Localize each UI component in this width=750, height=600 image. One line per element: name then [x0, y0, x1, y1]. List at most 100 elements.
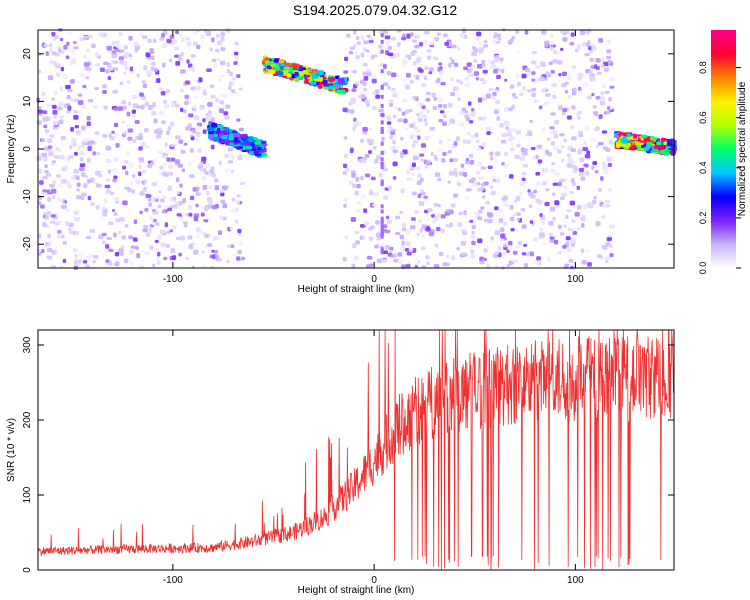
spectrogram-cell [607, 60, 612, 65]
spectrogram-cell [380, 33, 384, 38]
spectrogram-cell [207, 243, 213, 247]
spectrogram-cell [592, 161, 598, 166]
spectrogram-cell [360, 194, 367, 200]
spectrogram-cell [181, 37, 185, 43]
spectrogram-cell [195, 192, 201, 196]
spectrogram-cell [521, 73, 527, 79]
spectrogram-cell [492, 159, 499, 163]
spectrogram-cell [196, 44, 201, 50]
spectrogram-cell [355, 209, 361, 213]
spectrogram-cell [408, 246, 414, 252]
spectrogram-cell [43, 110, 48, 115]
spectrogram-cell [216, 34, 220, 38]
spectrogram-cell [565, 236, 571, 241]
spectrogram-cell [364, 99, 370, 104]
spectrogram-cell [90, 202, 95, 206]
spectrogram-cell [66, 180, 71, 186]
spectrogram-cell [419, 41, 424, 47]
spectrogram-cell [564, 81, 569, 85]
spectrogram-cell [106, 236, 112, 241]
spectrogram-cell [473, 59, 478, 63]
spectrogram-cell [535, 171, 541, 176]
spectrogram-cell [123, 45, 129, 50]
spectrogram-cell [237, 249, 242, 255]
spectrogram-cell [167, 207, 173, 212]
spectrogram-cell [511, 127, 517, 133]
spectrogram-cell [45, 173, 52, 177]
spectrogram-cell [399, 151, 404, 156]
spectrogram-cell [387, 52, 394, 57]
spectrogram-cell [425, 255, 430, 260]
spectrogram-cell [44, 146, 49, 152]
colorbar: 0.00.20.40.60.8 Normalized spectral ampl… [698, 30, 748, 274]
spectrogram-cell [450, 255, 456, 261]
spectrogram-cell [145, 52, 151, 58]
spectrogram-cell [399, 154, 404, 159]
spectrogram-cell [586, 95, 593, 100]
spectrogram-cell [179, 107, 184, 113]
spectrogram-cell [571, 105, 576, 110]
spectrogram-cell [516, 217, 521, 222]
spectrogram-cell [535, 64, 540, 69]
spectrogram-cell [67, 156, 71, 162]
spectrogram-cell [447, 138, 451, 143]
spectrogram-cell [597, 254, 602, 259]
spectrogram-cell [144, 145, 150, 149]
spectrogram-cell [123, 131, 127, 136]
spectrogram-cell [557, 149, 562, 154]
spectrogram-cell [511, 92, 516, 97]
y-tick-label: 20 [22, 48, 33, 60]
spectrogram-cell [180, 88, 184, 93]
spectrogram-cell [322, 79, 328, 85]
spectrogram-cell [537, 159, 543, 164]
spectrogram-cell [531, 155, 536, 160]
spectrogram-cell [381, 259, 388, 263]
spectrogram-cell [360, 94, 366, 99]
spectrogram-cell [417, 173, 422, 178]
spectrogram-cell [391, 128, 396, 132]
spectrogram-cell [224, 115, 230, 120]
spectrogram-cell [416, 166, 421, 171]
colorbar-tick-label: 0.6 [698, 111, 708, 124]
spectrogram-cell [79, 167, 85, 172]
spectrogram-cell [402, 224, 407, 229]
spectrogram-cell [553, 130, 558, 136]
snr-x-label: Height of straight line (km) [298, 585, 415, 596]
spectrogram-cell [94, 52, 100, 58]
spectrogram-cell [160, 198, 165, 203]
spectrogram-cell [64, 165, 68, 171]
spectrogram-cell [236, 74, 241, 78]
spectrogram-cell [132, 139, 137, 144]
spectrogram-cell [71, 138, 77, 143]
spectrogram-cell [607, 39, 611, 44]
spectrogram-cell [598, 187, 602, 193]
spectrogram-cell [447, 180, 451, 184]
spectrogram-cell [230, 208, 237, 213]
spectrogram-cell [190, 54, 196, 58]
spectrogram-cell [376, 154, 382, 160]
spectrogram-cell [82, 35, 88, 40]
spectrogram-cell [577, 130, 584, 135]
spectrogram-cell [210, 94, 216, 99]
spectrogram-cell [489, 151, 494, 156]
spectrogram-cell [233, 61, 238, 65]
spectrogram-cell [531, 92, 536, 98]
spectrogram-cell [431, 219, 437, 224]
spectrogram-cell [86, 115, 91, 121]
spectrogram-cell [435, 79, 440, 84]
spectrogram-cell [323, 85, 330, 90]
spectrogram-cell [235, 199, 240, 205]
spectrogram-cell [45, 224, 50, 228]
spectrogram-cell [506, 132, 513, 137]
spectrogram-cell [456, 136, 461, 141]
spectrogram-cell [66, 41, 70, 46]
spectrogram-cell [380, 128, 384, 133]
spectrogram-cell [157, 235, 162, 240]
spectrogram-cell [53, 90, 58, 96]
spectrogram-cell [397, 259, 403, 265]
spectrogram-cell [117, 106, 123, 111]
spectrogram-cell [62, 241, 67, 245]
spectrogram-cell [380, 209, 384, 214]
spectrogram-cell [482, 79, 487, 85]
